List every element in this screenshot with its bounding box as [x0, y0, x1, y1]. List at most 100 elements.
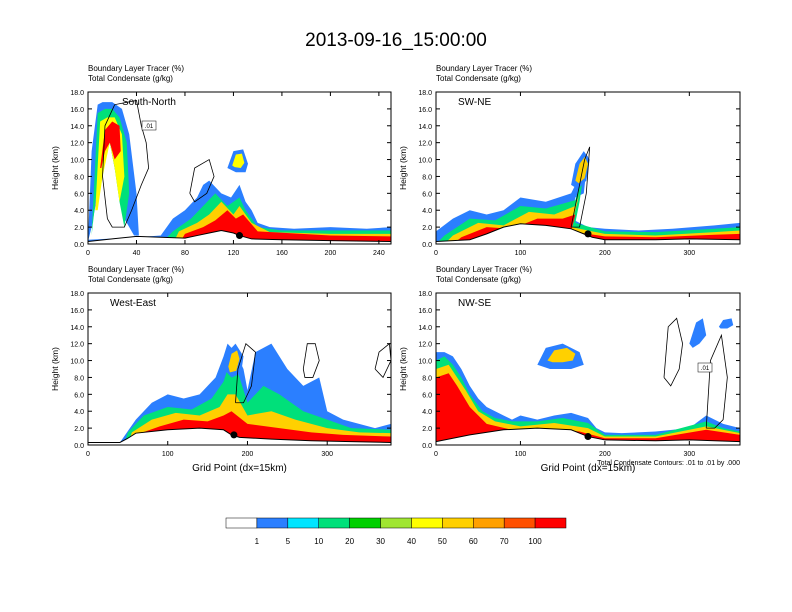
colorbar-box: [380, 517, 412, 529]
colorbar-label: 1: [255, 537, 260, 546]
y-tick-label: 12.0: [70, 342, 84, 349]
y-tick-label: 4.0: [422, 409, 432, 416]
panel-label: NW-SE: [458, 298, 491, 309]
condensate-label: Total Condensate (g/kg): [436, 74, 521, 83]
y-tick-label: 8.0: [422, 174, 432, 181]
x-tick-label: 200: [242, 451, 254, 458]
colorbar-box: [349, 517, 381, 529]
condensate-contour: [102, 99, 150, 228]
y-tick-label: 16.0: [70, 107, 84, 114]
condensate-contour: [570, 146, 591, 228]
y-tick-label: 2.0: [74, 225, 84, 232]
y-axis-label: Height (km): [398, 146, 408, 190]
y-tick-label: 4.0: [422, 208, 432, 215]
panel-1: 0.0 2.0 4.0 6.0 8.0 10.0 12.0 14.0 16.0 18.0 0 100 2…: [398, 64, 741, 257]
y-tick-label: 8.0: [74, 375, 84, 382]
x-tick-label: 80: [181, 250, 189, 257]
condensate-contour: [189, 158, 215, 203]
x-tick-label: 0: [86, 250, 90, 257]
y-tick-label: 14.0: [418, 325, 432, 332]
terrain-fill: [88, 428, 391, 445]
y-tick-label: 10.0: [418, 359, 432, 366]
condensate-label: Total Condensate (g/kg): [88, 74, 173, 83]
contour-label-box: [697, 362, 713, 373]
y-tick-label: 10.0: [418, 158, 432, 165]
location-marker: [236, 232, 243, 240]
terrain-line: [88, 229, 391, 242]
contour-label: .01: [701, 366, 710, 372]
colorbar-box: [287, 517, 319, 529]
plot-frame: [435, 91, 741, 245]
contour-label-box: [141, 120, 157, 131]
colorbar-box: [256, 517, 289, 529]
tracer-region: [718, 318, 734, 329]
panel-3: 0.0 2.0 4.0 6.0 8.0 10.0 12.0 14.0 16.0 18.0 0 100 2…: [398, 265, 741, 474]
panel-label: West-East: [110, 298, 156, 309]
location-marker: [584, 230, 592, 238]
terrain-line: [436, 427, 740, 443]
y-tick-label: 4.0: [74, 409, 84, 416]
condensate-contour: [374, 342, 391, 379]
y-tick-label: 0.0: [422, 443, 432, 450]
y-tick-label: 14.0: [418, 124, 432, 131]
y-tick-label: 6.0: [74, 392, 84, 399]
y-tick-label: 16.0: [418, 107, 432, 114]
y-tick-label: 18.0: [70, 291, 84, 298]
x-tick-label: 0: [434, 451, 438, 458]
plot-frame: [87, 292, 392, 446]
colorbar-box: [442, 517, 474, 529]
tracer-field: [436, 146, 740, 244]
y-tick-label: 16.0: [70, 308, 84, 315]
colorbar-box: [534, 517, 567, 529]
tracer-region: [689, 318, 707, 348]
y-tick-label: 2.0: [422, 426, 432, 433]
x-tick-label: 100: [162, 451, 174, 458]
tracer-label: Boundary Layer Tracer (%): [436, 64, 532, 73]
y-tick-label: 18.0: [418, 291, 432, 298]
colorbar-label: 5: [286, 537, 291, 546]
panel-2: 0.0 2.0 4.0 6.0 8.0 10.0 12.0 14.0 16.0 18.0 0 100 2…: [50, 265, 392, 474]
condensate-contour: [235, 342, 256, 404]
x-tick-label: 40: [133, 250, 141, 257]
y-tick-label: 8.0: [74, 174, 84, 181]
plot-frame: [435, 292, 741, 446]
tracer-field: [436, 317, 740, 445]
tracer-region: [228, 350, 240, 373]
plot-frame: [87, 91, 392, 245]
tracer-label: Boundary Layer Tracer (%): [436, 265, 532, 274]
condensate-contour: [663, 317, 683, 387]
terrain-fill: [436, 223, 740, 244]
y-axis-label: Height (km): [50, 146, 60, 190]
colorbar-box: [225, 517, 258, 529]
colorbar-box: [318, 517, 350, 529]
x-axis-label: Grid Point (dx=15km): [541, 463, 636, 474]
x-tick-label: 0: [434, 250, 438, 257]
tracer-label: Boundary Layer Tracer (%): [88, 265, 184, 274]
colorbar-box: [473, 517, 505, 529]
y-tick-label: 8.0: [422, 375, 432, 382]
y-tick-label: 2.0: [74, 426, 84, 433]
panel-0: 0.0 2.0 4.0 6.0 8.0 10.0 12.0 14.0 16.0 18.0 0 40 80…: [50, 64, 392, 257]
y-tick-label: 10.0: [70, 158, 84, 165]
x-tick-label: 0: [86, 451, 90, 458]
y-tick-label: 14.0: [70, 325, 84, 332]
y-tick-label: 4.0: [74, 208, 84, 215]
x-tick-label: 200: [599, 451, 611, 458]
panel-label: SW-NE: [458, 97, 491, 108]
x-tick-label: 120: [228, 250, 240, 257]
x-axis-label: Grid Point (dx=15km): [192, 463, 287, 474]
y-tick-label: 12.0: [70, 141, 84, 148]
y-tick-label: 2.0: [422, 225, 432, 232]
y-tick-label: 6.0: [422, 392, 432, 399]
y-tick-label: 10.0: [70, 359, 84, 366]
condensate-contour: [705, 333, 728, 429]
main-title: 2013-09-16_15:00:00: [305, 30, 487, 51]
tracer-region: [232, 153, 245, 168]
condensate-label: Total Condensate (g/kg): [436, 275, 521, 284]
condensate-contour: [302, 343, 320, 378]
y-tick-label: 16.0: [418, 308, 432, 315]
x-tick-label: 300: [683, 451, 695, 458]
y-tick-label: 18.0: [70, 90, 84, 97]
y-axis-label: Height (km): [50, 347, 60, 391]
